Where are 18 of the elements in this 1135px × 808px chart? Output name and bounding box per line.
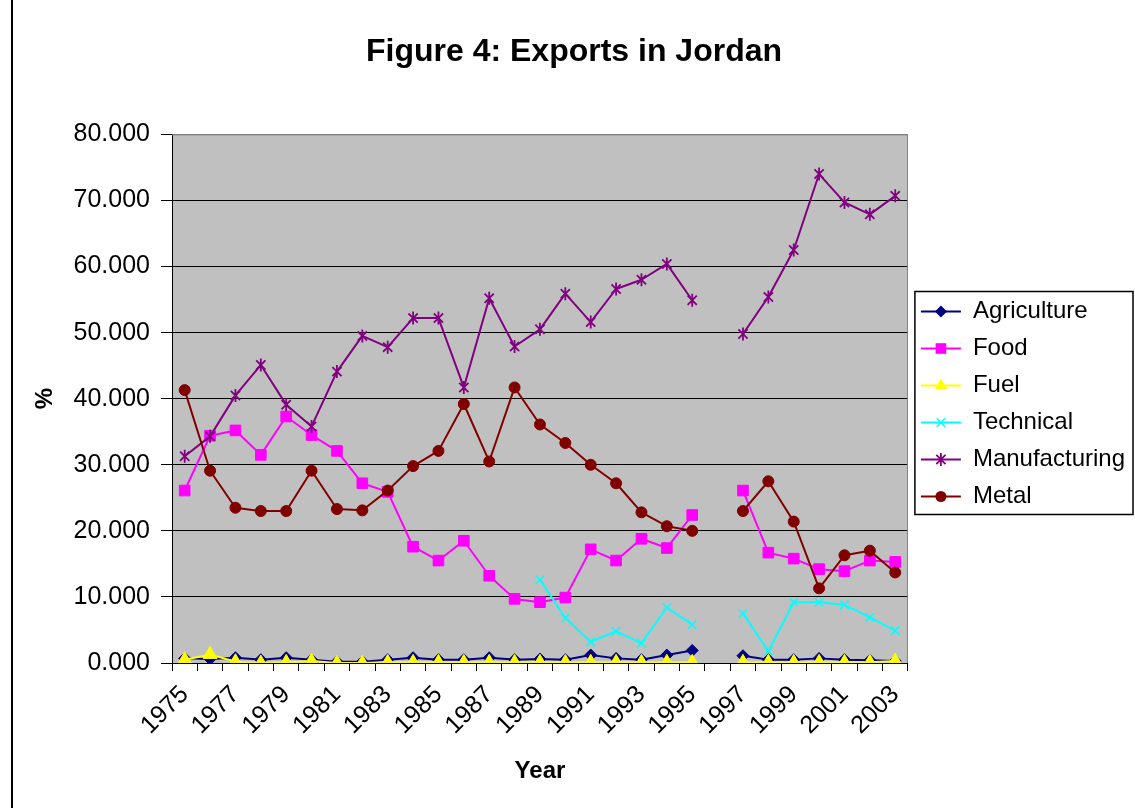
legend-label: Fuel	[972, 370, 1020, 398]
legend-label: Technical	[972, 407, 1073, 435]
legend-label: Agriculture	[972, 296, 1088, 324]
y-tick-label: 40.000	[73, 382, 150, 411]
y-tick-label: 10.000	[73, 580, 150, 609]
legend-label: Metal	[972, 481, 1032, 509]
chart-title: Figure 4: Exports in Jordan	[365, 32, 783, 69]
y-tick-label: 60.000	[73, 250, 150, 279]
y-tick-label: 0.000	[87, 646, 150, 675]
legend-label: Food	[972, 333, 1028, 361]
y-tick-label: 50.000	[73, 316, 150, 345]
y-tick-label: 20.000	[73, 514, 150, 543]
y-axis-title: %	[30, 388, 58, 410]
y-tick-label: 80.000	[73, 118, 150, 147]
legend-label: Manufacturing	[972, 444, 1126, 472]
y-tick-label: 70.000	[73, 184, 150, 213]
y-tick-label: 30.000	[73, 448, 150, 477]
x-axis-title: Year	[514, 756, 566, 784]
